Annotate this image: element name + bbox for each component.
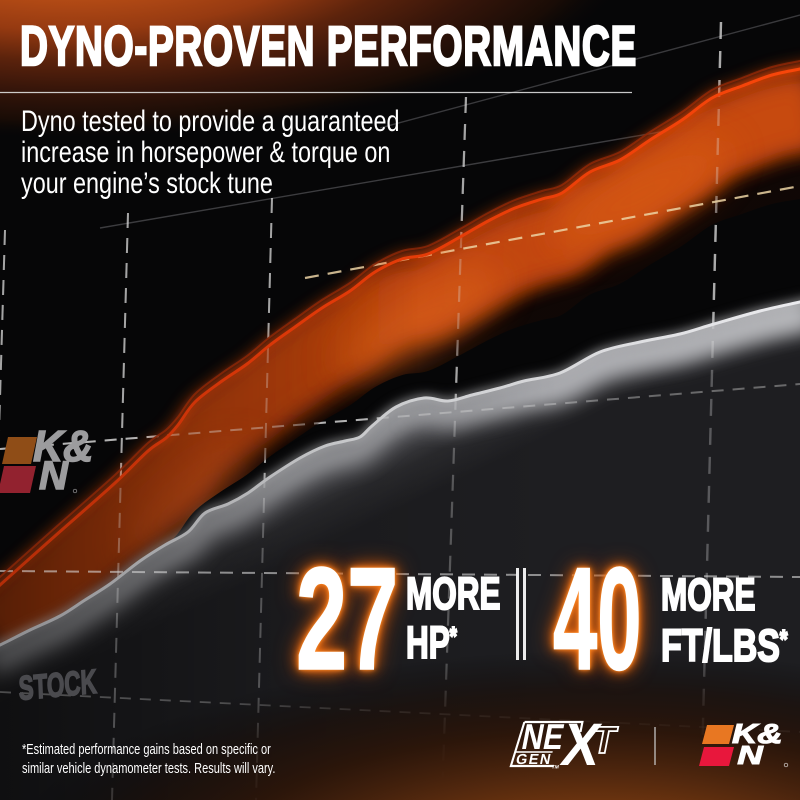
- svg-text:GEN: GEN: [514, 752, 553, 768]
- svg-text:TM: TM: [551, 765, 559, 771]
- svg-text:K&: K&: [33, 422, 93, 471]
- svg-text:N: N: [39, 454, 69, 498]
- svg-text:NE: NE: [518, 718, 567, 758]
- svg-text:N: N: [737, 740, 763, 769]
- svg-text:K&: K&: [732, 717, 783, 749]
